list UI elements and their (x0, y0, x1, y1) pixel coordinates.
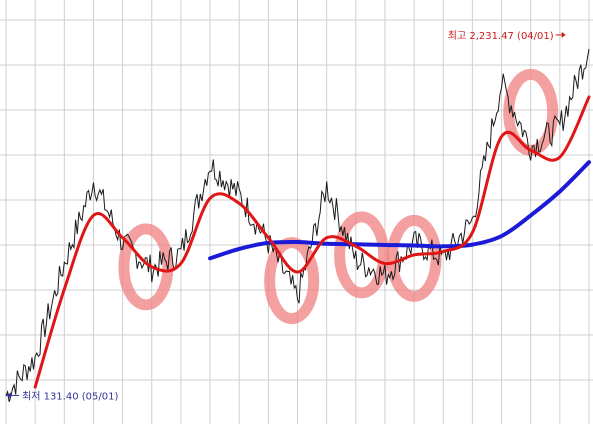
long-moving-average-line (208, 160, 591, 261)
high-annotation: 최고 2,231.47 (04/01) (448, 30, 566, 42)
highlight-markers (118, 68, 559, 325)
right-arrow-icon (555, 31, 566, 38)
high-annotation-label: 최고 2,231.47 (04/01) (448, 30, 554, 42)
price-series-line (5, 48, 590, 403)
low-annotation-label: 최저 131.40 (05/01) (22, 390, 118, 402)
short-moving-average-line (33, 95, 591, 389)
low-annotation: 최저 131.40 (05/01) (6, 390, 118, 402)
highlight-ring (334, 211, 390, 299)
left-arrow-icon (6, 392, 19, 399)
